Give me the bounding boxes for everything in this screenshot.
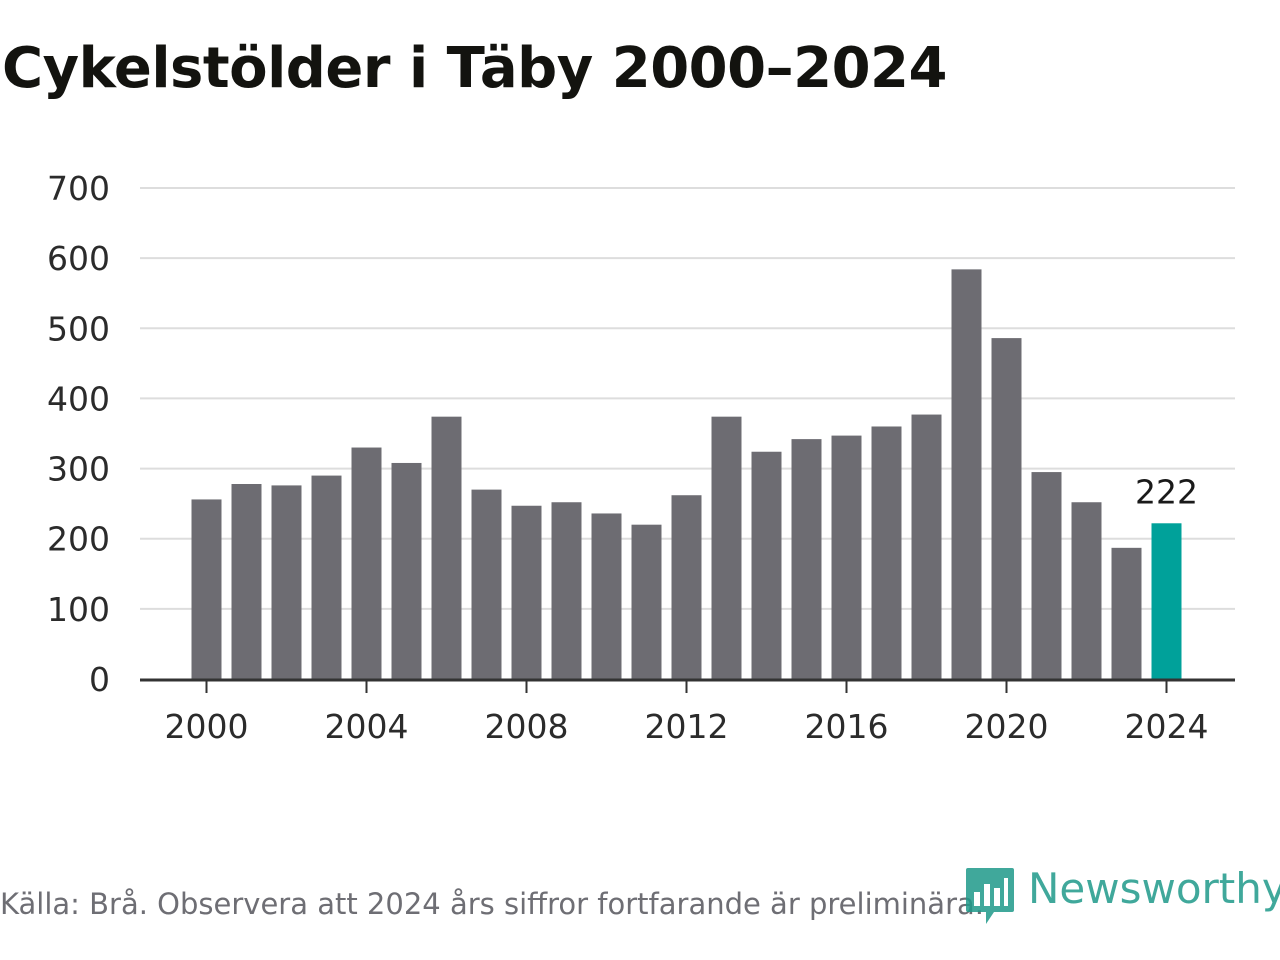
bar [511,505,542,679]
bar [351,447,382,679]
chart-title: Cykelstölder i Täby 2000–2024 [2,36,947,101]
x-tick-label: 2008 [485,707,569,746]
bar [551,502,582,679]
bar [311,475,342,679]
y-tick-label: 100 [47,590,110,629]
bars [191,269,1182,679]
bar [271,485,302,679]
bar [831,435,862,679]
y-tick-label: 500 [47,309,110,348]
y-tick-label: 300 [47,450,110,489]
y-tick-label: 600 [47,239,110,278]
y-tick-label: 0 [89,660,110,699]
bar-chart-marker-icon [966,868,1014,924]
bar [471,489,502,679]
x-tick-label: 2016 [805,707,889,746]
brand-logo: Newsworthy [964,864,1280,930]
bar [991,338,1022,679]
bar [871,426,902,679]
bar [671,495,702,679]
bar [911,414,942,679]
x-tick-label: 2000 [165,707,249,746]
data-label: 222 [1135,472,1198,511]
bar [191,499,222,679]
y-tick-label: 700 [47,169,110,208]
bar [791,439,822,679]
bar [591,513,622,679]
bar [1111,547,1142,679]
bar [1151,523,1182,679]
source-note: Källa: Brå. Observera att 2024 års siffr… [0,887,984,921]
y-tick-label: 400 [47,379,110,418]
y-axis-ticks: 0 100 200 300 400 500 600 700 [47,169,110,699]
brand-name: Newsworthy [1028,864,1280,913]
x-tick-label: 2004 [325,707,409,746]
y-tick-label: 200 [47,520,110,559]
bar [391,462,422,679]
x-tick-label: 2020 [965,707,1049,746]
bar [231,484,262,679]
bar [751,451,782,679]
data-labels: 222 [1135,472,1198,511]
x-tick-label: 2024 [1125,707,1209,746]
bar [711,416,742,679]
bar [1031,472,1062,679]
x-axis-ticks: 2000 2004 2008 2012 2016 2020 2024 [165,680,1209,746]
bar [951,269,982,679]
bar [431,416,462,679]
bar [1071,502,1102,679]
x-tick-label: 2012 [645,707,729,746]
bar [631,524,662,679]
